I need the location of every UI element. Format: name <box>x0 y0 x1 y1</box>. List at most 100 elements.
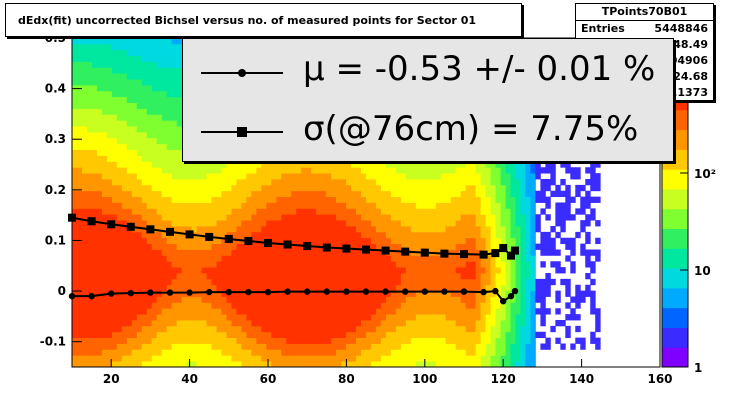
heatmap-cell <box>206 273 212 280</box>
heatmap-cell <box>306 179 312 186</box>
heatmap-cell <box>196 261 202 268</box>
heatmap-cell <box>96 161 103 168</box>
heatmap-cell <box>410 302 417 309</box>
heatmap-cell <box>380 255 387 262</box>
heatmap-cell <box>395 220 402 227</box>
heatmap-cell <box>251 173 257 180</box>
heatmap-cell <box>390 226 397 233</box>
heatmap-cell <box>146 196 153 203</box>
heatmap-cell <box>91 261 98 268</box>
heatmap-cell <box>341 255 347 262</box>
heatmap-cell <box>256 167 262 174</box>
heatmap-cell <box>126 43 133 51</box>
heatmap-cell <box>276 273 282 280</box>
heatmap-cell <box>141 143 148 151</box>
heatmap-cell <box>366 261 372 268</box>
heatmap-cell <box>410 161 417 168</box>
heatmap-cell <box>206 255 212 262</box>
heatmap-cell <box>181 167 188 174</box>
heatmap-cell <box>216 161 222 168</box>
heatmap-cell <box>311 314 317 321</box>
heatmap-cell <box>510 284 516 292</box>
heatmap-cell <box>390 161 397 168</box>
heatmap-cell <box>301 331 307 339</box>
heatmap-cell <box>181 220 188 227</box>
heatmap-cell <box>211 302 217 309</box>
heatmap-cell <box>246 184 252 192</box>
heatmap-cell <box>480 184 486 192</box>
heatmap-cell <box>370 161 377 168</box>
heatmap-cell <box>241 255 247 262</box>
heatmap-cell <box>211 167 217 174</box>
heatmap-cell <box>91 320 98 327</box>
heatmap-cell <box>435 355 442 362</box>
heatmap-cell <box>91 120 98 127</box>
heatmap-cell <box>306 314 312 321</box>
heatmap-cell <box>500 226 506 233</box>
heatmap-cell <box>336 296 342 303</box>
heatmap-cell <box>106 261 113 268</box>
heatmap-cell <box>420 196 427 203</box>
heatmap-cell <box>91 290 98 297</box>
heatmap-cell <box>166 184 173 192</box>
heatmap-cell <box>191 220 197 227</box>
heatmap-cell <box>261 167 267 174</box>
heatmap-cell <box>156 202 163 209</box>
heatmap-cell <box>395 278 402 286</box>
heatmap-cell <box>141 202 148 209</box>
heatmap-cell <box>460 208 467 215</box>
heatmap-cell <box>211 349 217 356</box>
heatmap-cell <box>106 179 113 186</box>
heatmap-cell <box>420 314 427 321</box>
heatmap-cell <box>126 278 133 286</box>
heatmap-cell <box>181 343 188 350</box>
heatmap-cell <box>351 361 357 368</box>
heatmap-cell <box>495 296 501 303</box>
heatmap-cell <box>116 90 123 98</box>
heatmap-cell <box>336 284 342 292</box>
heatmap-cell <box>356 243 362 250</box>
heatmap-cell <box>96 149 103 156</box>
heatmap-cell <box>131 308 138 315</box>
heatmap-cell <box>495 179 501 186</box>
heatmap-cell <box>400 337 407 344</box>
heatmap-cell <box>316 296 322 303</box>
heatmap-cell <box>361 325 367 333</box>
heatmap-cell <box>101 261 108 268</box>
heatmap-cell <box>136 85 143 92</box>
heatmap-cell <box>161 126 168 133</box>
heatmap-cell <box>450 284 457 292</box>
heatmap-cell <box>271 355 277 362</box>
heatmap-cell <box>395 296 402 303</box>
heatmap-cell <box>161 284 168 292</box>
heatmap-cell <box>450 249 457 256</box>
heatmap-cell <box>500 267 506 274</box>
heatmap-cell <box>296 190 302 198</box>
heatmap-cell <box>76 102 83 109</box>
heatmap-cell <box>236 161 242 168</box>
heatmap-cell <box>111 284 118 292</box>
heatmap-cell <box>106 243 113 250</box>
heatmap-cell <box>420 349 427 356</box>
heatmap-cell <box>141 173 148 180</box>
heatmap-cell <box>146 114 153 121</box>
heatmap-cell <box>385 349 392 356</box>
heatmap-cell <box>261 284 267 292</box>
heatmap-cell <box>216 231 222 239</box>
heatmap-cell <box>420 355 427 362</box>
heatmap-cell <box>410 308 417 315</box>
heatmap-cell <box>336 267 342 274</box>
heatmap-cell <box>400 296 407 303</box>
heatmap-cell <box>470 249 477 256</box>
heatmap-cell <box>121 208 128 215</box>
heatmap-cell <box>146 278 153 286</box>
heatmap-cell <box>126 196 133 203</box>
heatmap-cell <box>460 184 467 192</box>
heatmap-cell <box>166 314 173 321</box>
heatmap-cell <box>72 49 78 57</box>
heatmap-cell <box>81 290 88 297</box>
heatmap-cell <box>351 173 357 180</box>
heatmap-cell <box>445 184 452 192</box>
heatmap-cell <box>316 202 322 209</box>
heatmap-cell <box>281 179 287 186</box>
